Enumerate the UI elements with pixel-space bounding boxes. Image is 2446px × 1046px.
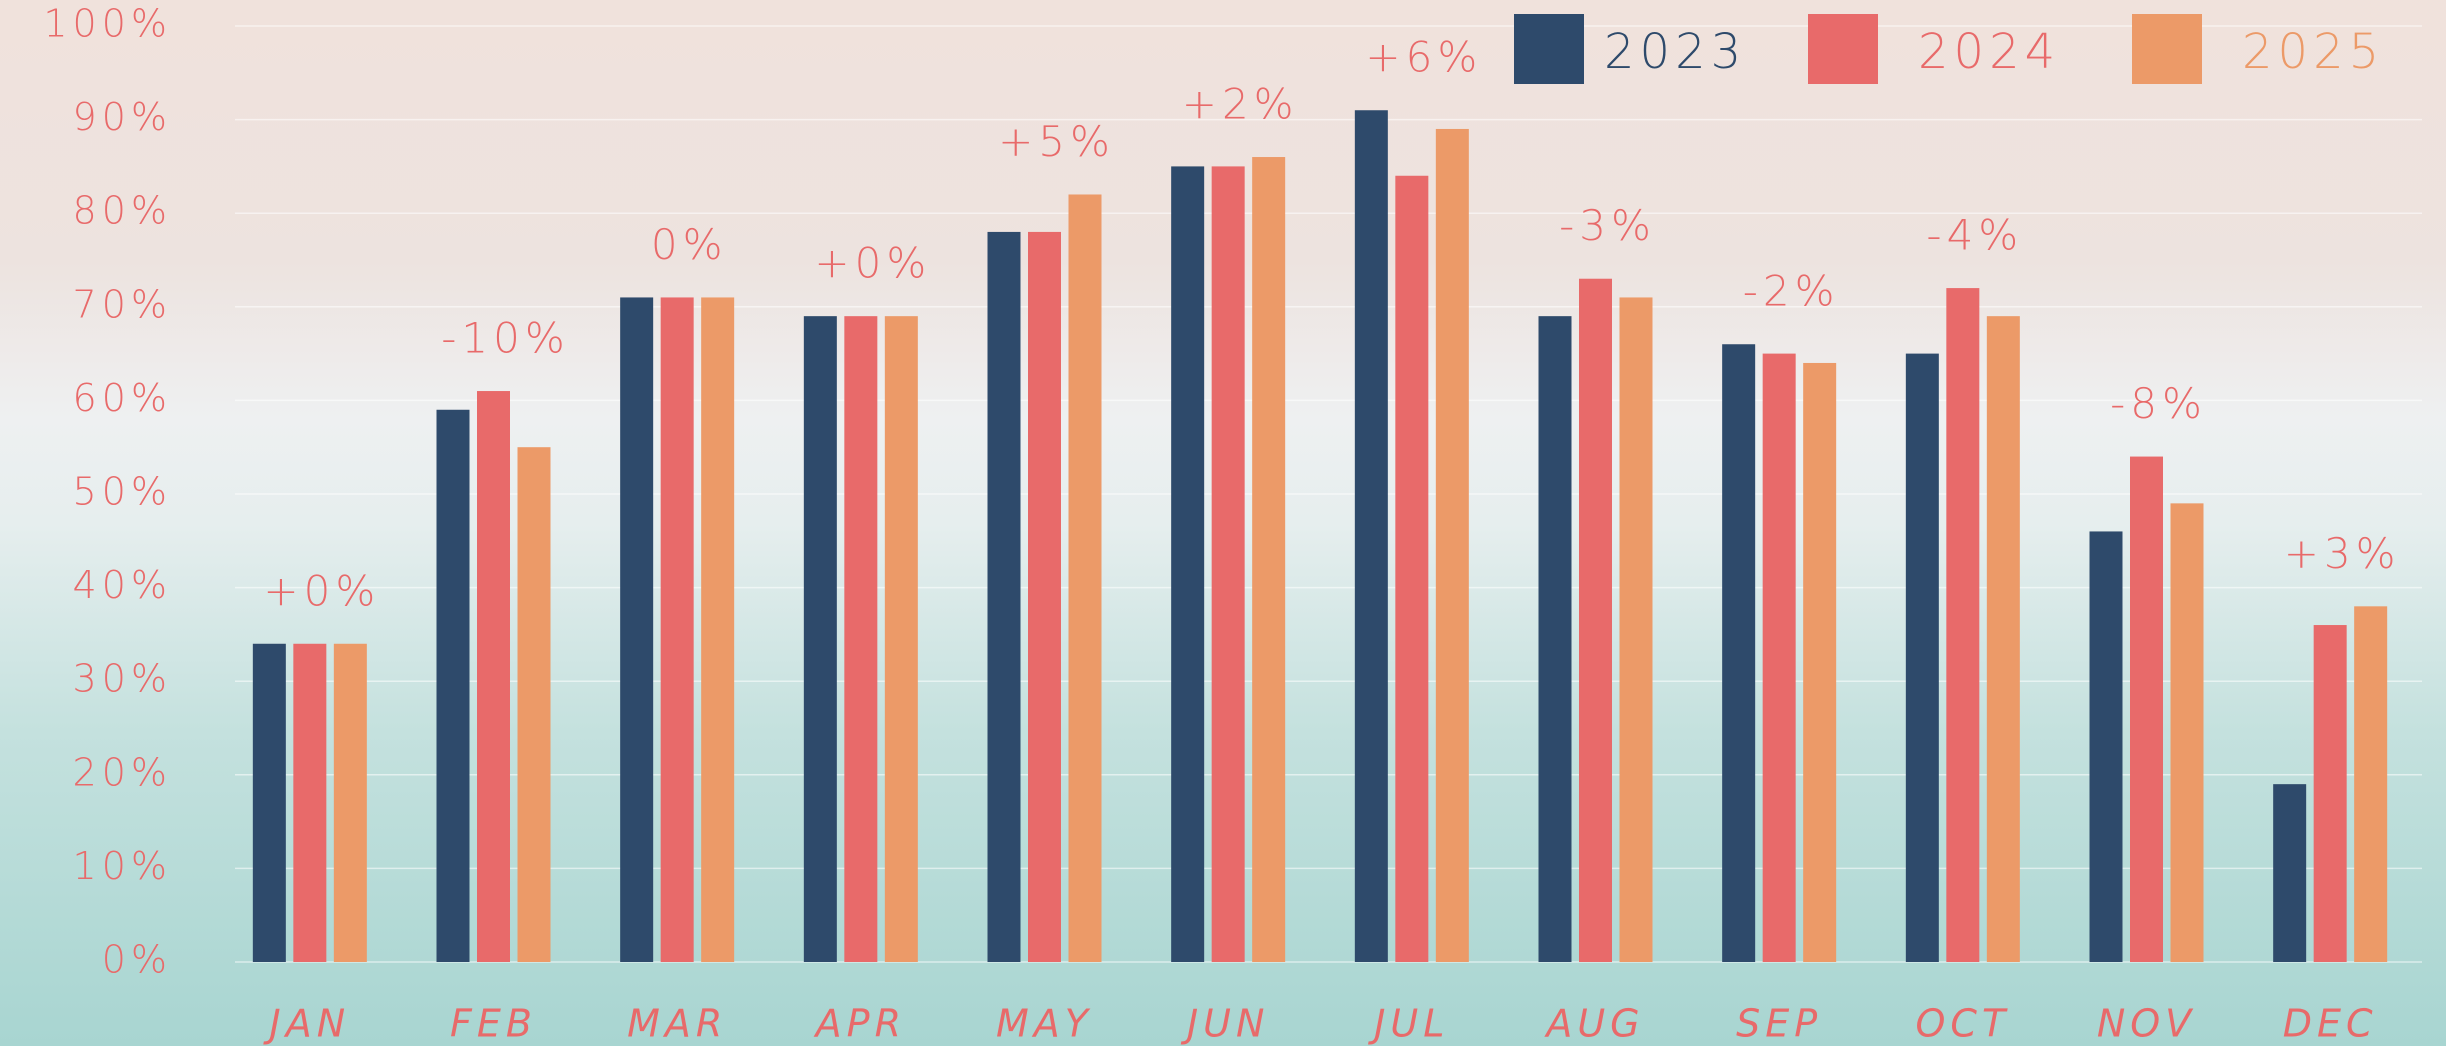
change-label: -3% — [1559, 201, 1656, 250]
legend-swatch — [2132, 14, 2202, 84]
bar — [884, 316, 918, 962]
bar — [1803, 362, 1837, 963]
x-tick-label: AUG — [1543, 1002, 1644, 1046]
change-label: -10% — [441, 314, 570, 363]
bar — [252, 643, 286, 962]
x-tick-label: OCT — [1916, 1002, 2011, 1046]
y-tick-label: 90% — [73, 95, 172, 139]
x-tick-label: SEP — [1736, 1002, 1822, 1046]
change-label: -4% — [1926, 211, 2023, 260]
bar — [1619, 297, 1653, 962]
y-tick-label: 80% — [73, 189, 172, 233]
bar — [803, 316, 837, 962]
bar — [2313, 625, 2347, 962]
bar — [660, 297, 694, 962]
bar — [701, 297, 735, 962]
bar — [436, 409, 470, 962]
x-tick-label: FEB — [450, 1002, 537, 1046]
legend-swatch — [1808, 14, 1878, 84]
legend-swatch — [1514, 14, 1584, 84]
y-tick-label: 20% — [73, 750, 172, 794]
bar — [620, 297, 654, 962]
bar — [1762, 353, 1796, 963]
bar — [844, 316, 878, 962]
change-label: +2% — [1182, 80, 1299, 129]
y-tick-label: 70% — [73, 282, 172, 326]
change-label: 0% — [651, 220, 728, 269]
x-tick-label: JUN — [1180, 1002, 1269, 1046]
y-tick-label: 100% — [43, 2, 172, 46]
y-tick-label: 60% — [73, 376, 172, 420]
bar — [1211, 166, 1245, 962]
bar — [2273, 784, 2307, 962]
bar — [987, 231, 1021, 963]
bar — [1171, 166, 1205, 962]
bar — [333, 643, 367, 962]
change-label: +0% — [263, 566, 380, 615]
y-tick-label: 0% — [102, 938, 172, 982]
x-tick-label: MAR — [627, 1002, 727, 1046]
bar — [1946, 288, 1980, 963]
change-label: +0% — [814, 239, 931, 288]
bar — [1579, 278, 1612, 963]
bar — [2089, 531, 2123, 962]
y-tick-label: 10% — [73, 844, 172, 888]
bar — [1354, 110, 1388, 963]
bar — [2170, 503, 2204, 962]
bar — [1395, 175, 1429, 962]
bar — [1538, 316, 1572, 962]
x-tick-label: JUL — [1367, 1002, 1449, 1046]
bar — [477, 391, 510, 962]
x-tick-label: MAY — [996, 1002, 1093, 1046]
y-tick-label: 50% — [73, 470, 172, 514]
x-tick-label: DEC — [2283, 1002, 2378, 1046]
bar — [1028, 231, 1061, 963]
bar — [293, 643, 327, 962]
bar — [1722, 344, 1756, 962]
change-label: -2% — [1743, 267, 1840, 316]
x-tick-label: NOV — [2097, 1002, 2196, 1046]
legend-label: 2024 — [1918, 24, 2060, 80]
bar — [1905, 353, 1939, 963]
change-label: +6% — [1365, 33, 1482, 82]
change-label: -8% — [2110, 379, 2207, 428]
x-tick-label: JAN — [263, 1002, 351, 1046]
bar — [1435, 128, 1469, 962]
bar — [517, 447, 551, 962]
legend-label: 2025 — [2242, 24, 2384, 80]
change-label: +3% — [2284, 529, 2401, 578]
legend-label: 2023 — [1604, 24, 1746, 80]
bar — [1252, 157, 1286, 963]
y-tick-label: 40% — [73, 563, 172, 607]
bar — [1068, 194, 1102, 963]
bar — [2354, 606, 2388, 962]
bar — [1986, 316, 2020, 962]
y-tick-label: 30% — [73, 657, 172, 701]
change-label: +5% — [998, 117, 1115, 166]
x-tick-label: APR — [813, 1002, 906, 1046]
bar — [2130, 456, 2163, 962]
